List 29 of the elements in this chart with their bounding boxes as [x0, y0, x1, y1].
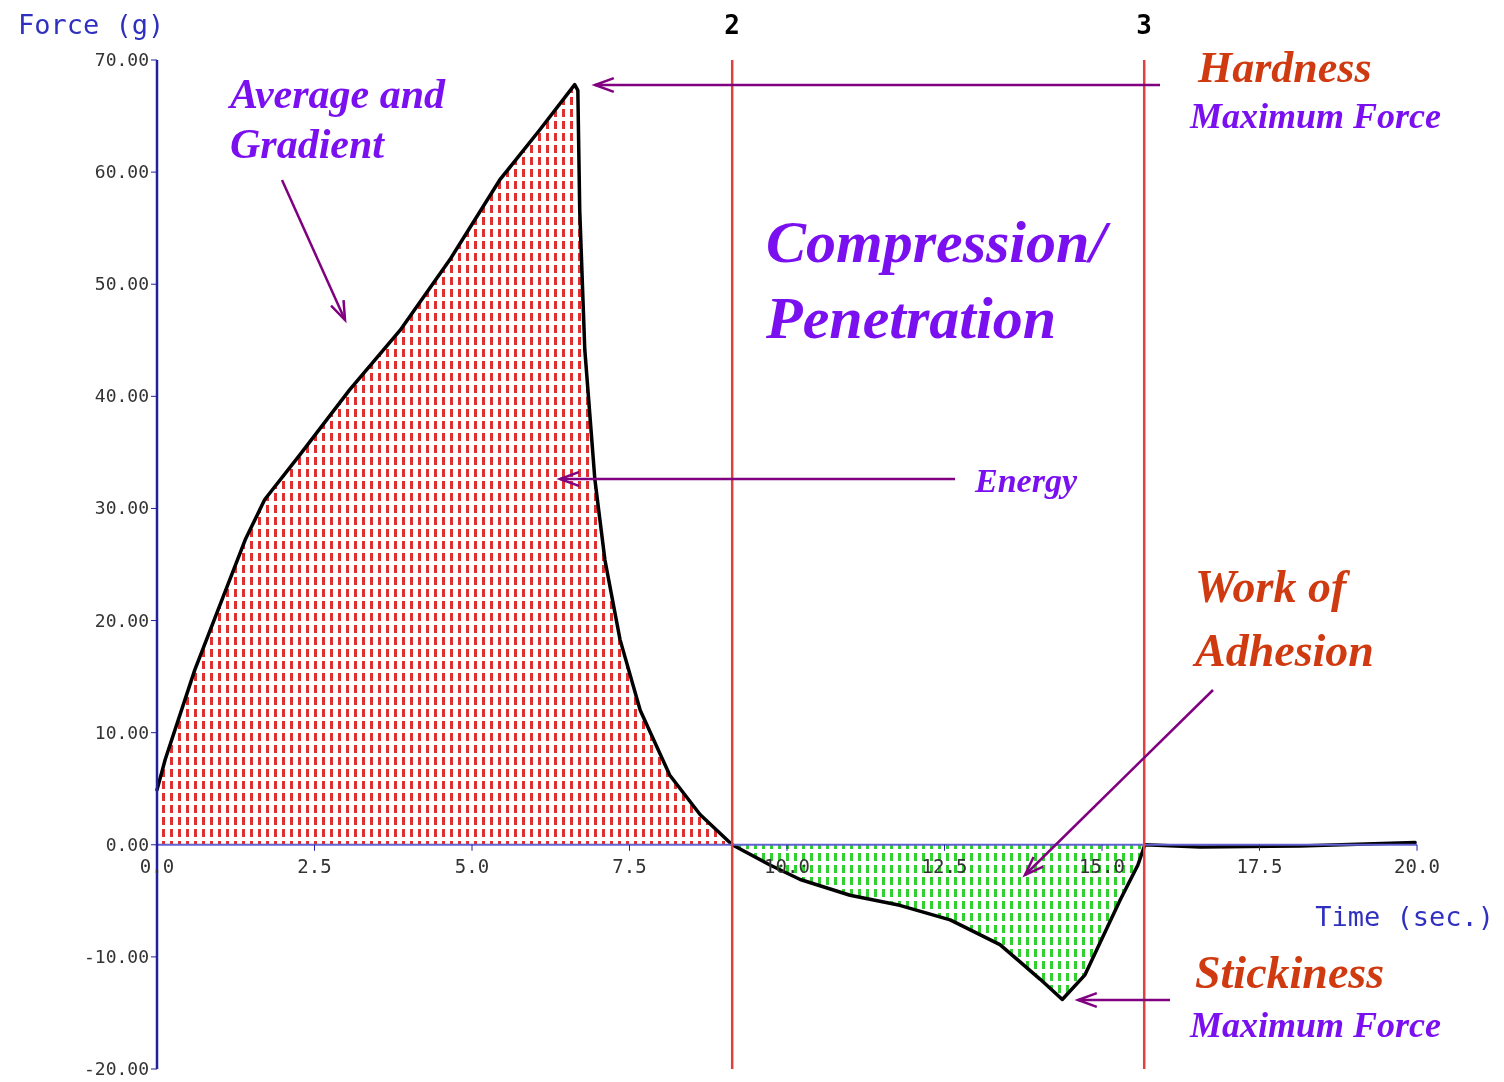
y-tick-label: 10.00: [94, 721, 149, 743]
y-tick-label: 0.00: [105, 833, 149, 855]
x-tick-label: 20.0: [1394, 854, 1440, 877]
y-tick-label: -20.00: [83, 1058, 149, 1079]
y-axis-title: Force (g): [18, 9, 165, 40]
y-tick-label: 60.00: [94, 161, 149, 183]
annotation: Average and Gradient: [227, 71, 447, 167]
x-tick-label: 7.5: [612, 854, 647, 877]
annotation: Maximum Force: [1189, 96, 1442, 136]
x-tick-label: 12.5: [921, 854, 968, 877]
x-tick-label: 5.0: [454, 854, 490, 877]
y-tick-label: 40.00: [94, 385, 149, 407]
annotation: Stickiness: [1195, 947, 1385, 998]
annotation: Work of Adhesion: [1192, 561, 1374, 676]
x-tick-label: 17.5: [1236, 854, 1283, 877]
y-tick-label: 50.00: [94, 273, 149, 295]
x-tick-label: 2.5: [297, 854, 332, 877]
annotation: Compression/ Penetration: [765, 209, 1112, 351]
x-tick-label: 15.0: [1079, 854, 1125, 877]
annotation: Hardness: [1197, 43, 1372, 92]
y-tick-label: 30.00: [94, 497, 149, 519]
annotation: Maximum Force: [1189, 1005, 1442, 1045]
annotation: Energy: [974, 462, 1078, 499]
text: 3: [1136, 10, 1152, 40]
x-axis-title: Time (sec.): [1315, 901, 1494, 932]
text: 2: [724, 10, 740, 40]
y-tick-label: 70.00: [94, 49, 149, 70]
y-tick-label: -10.00: [83, 945, 149, 967]
y-tick-label: 20.00: [94, 609, 149, 631]
